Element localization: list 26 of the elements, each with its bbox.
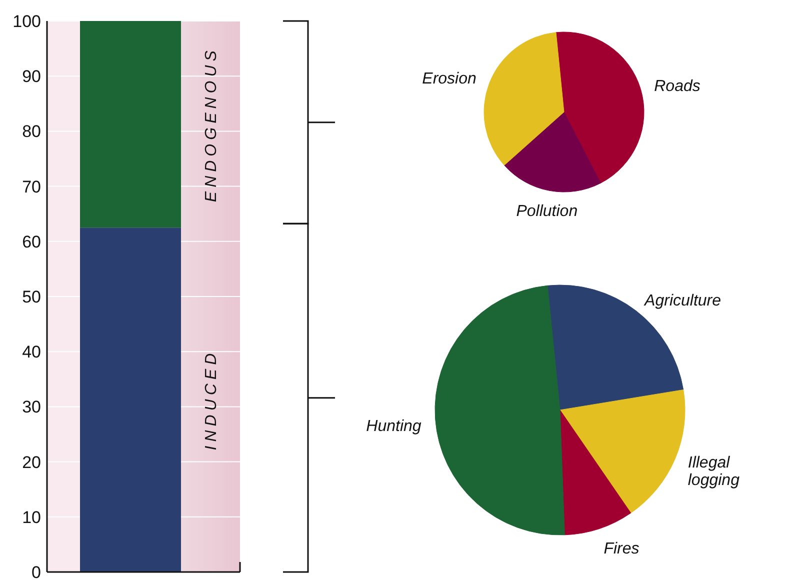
text: INDUCED <box>203 349 220 450</box>
y-tick-label: 20 <box>22 452 41 472</box>
y-tick-label: 70 <box>22 177 41 196</box>
pie-slice <box>560 410 632 536</box>
slice-label: Agriculture <box>644 292 722 310</box>
y-tick-label: 30 <box>22 398 41 417</box>
y-tick-label: 60 <box>22 232 41 252</box>
y-tick-label: 10 <box>22 508 41 527</box>
pie-slice <box>556 32 644 184</box>
slice-label: Erosion <box>422 70 477 88</box>
y-tick-label: 50 <box>22 287 41 306</box>
y-tick-label: 80 <box>22 122 41 142</box>
slice-label: Fires <box>604 540 640 558</box>
pie-slice <box>504 112 601 192</box>
y-tick-label: 40 <box>22 342 41 362</box>
slice-label: Pollution <box>516 203 578 220</box>
slice-label: Roads <box>654 78 700 95</box>
slice-label: Illegal logging <box>688 454 740 489</box>
pie-slice <box>484 32 564 166</box>
slice-label: Hunting <box>366 418 422 436</box>
text: ENDOGENOUS <box>203 46 220 202</box>
pie-slice <box>434 285 565 536</box>
pie-slice <box>560 389 686 514</box>
y-tick-label: 0 <box>32 562 41 582</box>
y-tick-label: 90 <box>22 67 41 86</box>
y-tick-label: 100 <box>12 12 41 31</box>
